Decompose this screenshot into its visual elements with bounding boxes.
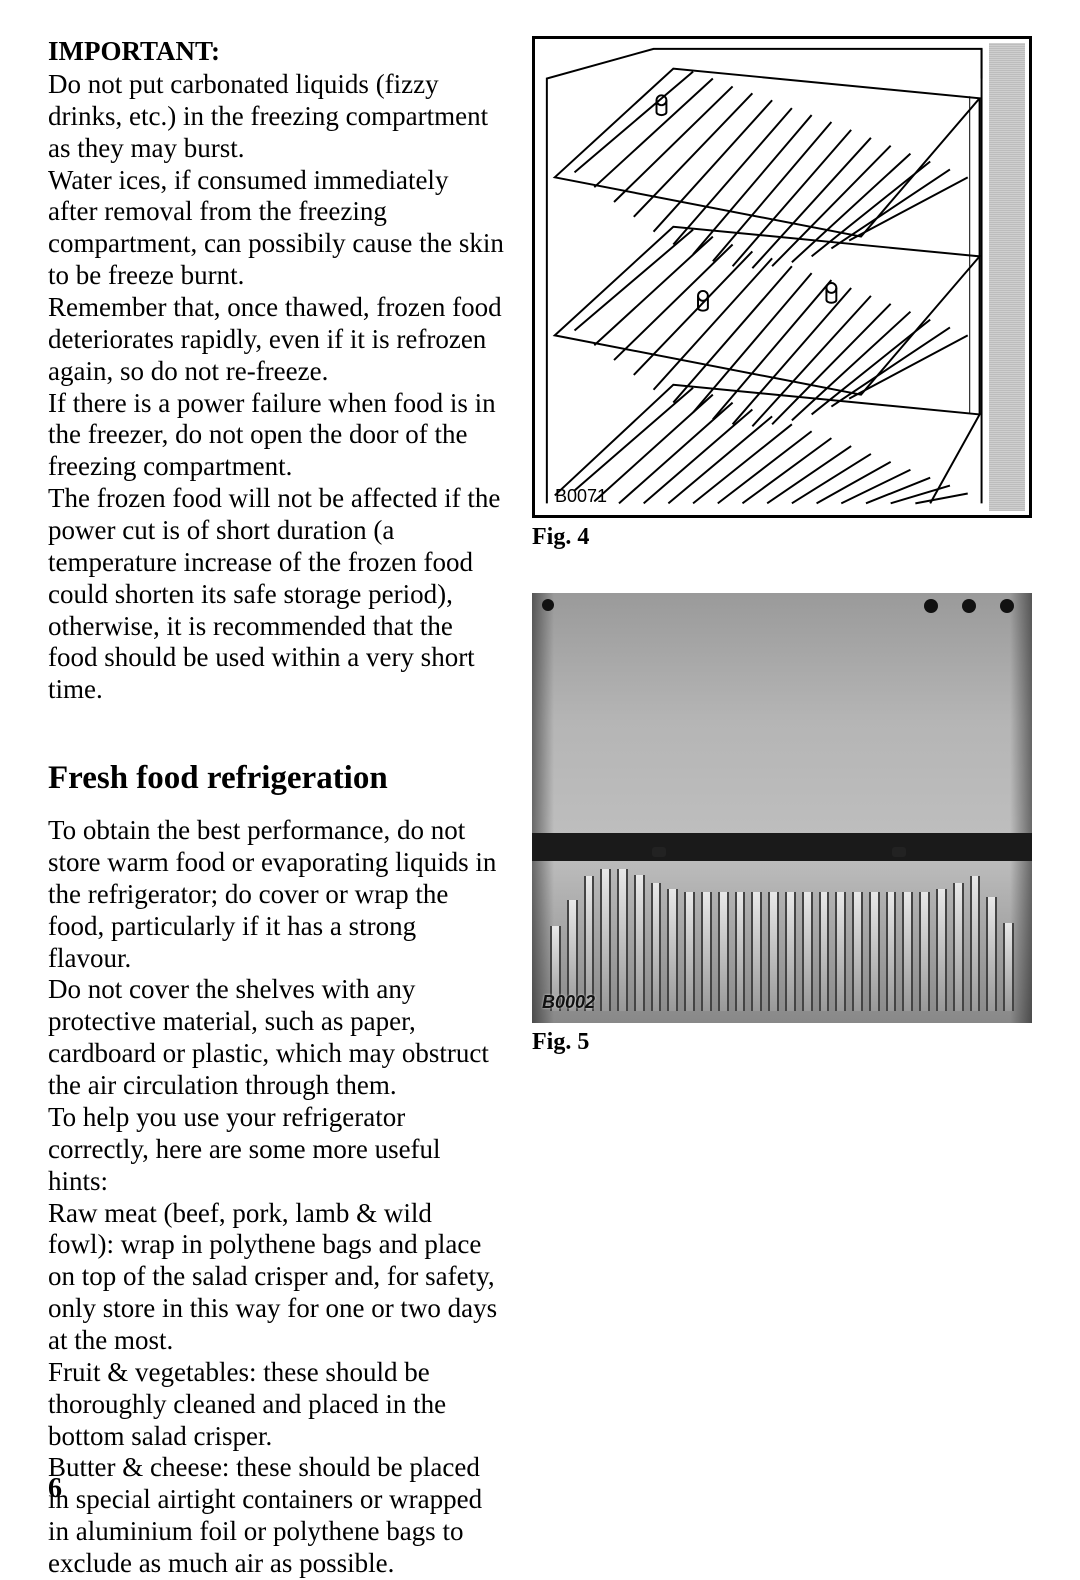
important-paragraph: Do not put carbonated liquids (fizzy dri… xyxy=(48,69,504,165)
important-heading: IMPORTANT: xyxy=(48,36,504,67)
figure-5-code: B0002 xyxy=(542,992,595,1013)
manual-page: IMPORTANT: Do not put carbonated liquids… xyxy=(0,0,1080,1533)
wire-shelf-icon xyxy=(535,39,1029,515)
mounting-holes xyxy=(924,599,1014,613)
drip-tray-bar xyxy=(532,833,1032,861)
fresh-food-paragraph: Fruit & vegetables: these should be thor… xyxy=(48,1357,504,1453)
mounting-hole-icon xyxy=(924,599,938,613)
mounting-hole-icon xyxy=(542,599,554,611)
condenser-fins xyxy=(550,869,1014,1011)
left-column: IMPORTANT: Do not put carbonated liquids… xyxy=(48,36,504,1580)
fresh-food-paragraph: Raw meat (beef, pork, lamb & wild fowl):… xyxy=(48,1198,504,1357)
figure-4-illustration: B0071 xyxy=(532,36,1032,518)
clip-icon xyxy=(892,847,906,857)
mounting-hole-icon xyxy=(962,599,976,613)
evaporator-photo-icon: B0002 xyxy=(532,593,1032,1023)
important-paragraph: Water ices, if consumed immediately afte… xyxy=(48,165,504,292)
clip-icon xyxy=(652,847,666,857)
figure-5-illustration: B0002 xyxy=(532,593,1032,1023)
fresh-food-paragraph: Butter & cheese: these should be placed … xyxy=(48,1452,504,1579)
important-paragraph: If there is a power failure when food is… xyxy=(48,388,504,484)
fresh-food-heading: Fresh food refrigeration xyxy=(48,760,504,797)
figure-4-code: B0071 xyxy=(555,486,607,507)
fresh-food-paragraph: To help you use your refrigerator correc… xyxy=(48,1102,504,1198)
right-column: B0071 Fig. 4 xyxy=(532,36,1032,1580)
two-column-layout: IMPORTANT: Do not put carbonated liquids… xyxy=(48,36,1032,1580)
page-number: 6 xyxy=(48,1473,62,1505)
fresh-food-paragraph: To obtain the best performance, do not s… xyxy=(48,815,504,974)
fresh-food-paragraph: Do not cover the shelves with any protec… xyxy=(48,974,504,1101)
figure-4-caption: Fig. 4 xyxy=(532,524,1032,551)
figure-5-caption: Fig. 5 xyxy=(532,1029,1032,1056)
important-paragraph: Remember that, once thawed, frozen food … xyxy=(48,292,504,388)
mounting-hole-icon xyxy=(1000,599,1014,613)
important-paragraph: The frozen food will not be affected if … xyxy=(48,483,504,706)
